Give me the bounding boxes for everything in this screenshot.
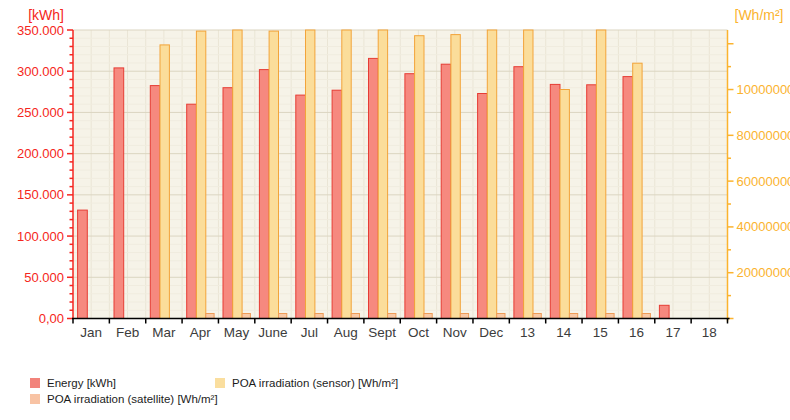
bar-sensor-13 (524, 30, 533, 319)
x-axis-label-June: June (258, 325, 287, 340)
bar-sensor-Aug (342, 30, 351, 319)
left-axis-tick-label: 50.000 (24, 270, 64, 285)
bar-energy-Sept (369, 58, 379, 318)
bar-energy-May (223, 88, 233, 319)
bar-energy-Feb (114, 68, 124, 319)
bar-sensor-June (269, 31, 278, 318)
left-axis-tick-label: 100.000 (17, 229, 64, 244)
right-axis-title: [Wh/m²] (735, 7, 784, 23)
legend-item-energy: Energy [kWh] (30, 377, 116, 389)
left-axis-tick-label: 250.000 (17, 105, 64, 120)
legend-label-poa-sensor: POA irradiation (sensor) [Wh/m²] (232, 377, 398, 389)
x-axis-label-18: 18 (702, 325, 717, 340)
bar-energy-Oct (405, 74, 415, 319)
right-axis-tick-label: 100000000 (737, 82, 790, 97)
left-axis-tick-label: 150.000 (17, 187, 64, 202)
left-axis-title: [kWh] (28, 7, 64, 23)
chart-svg: 350.000 300.000 250.000 200.000 150.000 100.0… (0, 0, 790, 420)
x-axis-label-15: 15 (593, 325, 608, 340)
bar-sensor-Dec (487, 30, 496, 319)
bar-sensor-Oct (415, 36, 424, 319)
x-axis-label-Apr: Apr (190, 325, 212, 340)
left-axis-tick-label: 200.000 (17, 146, 64, 161)
right-axis-tick-label: 20000000 (737, 265, 790, 280)
x-axis-label-Oct: Oct (408, 325, 429, 340)
legend-swatch-energy (30, 378, 40, 388)
x-axis-label-Feb: Feb (116, 325, 139, 340)
right-axis-tick-label: 80000000 (737, 128, 790, 143)
x-axis-label-May: May (224, 325, 250, 340)
x-axis-label-Sept: Sept (368, 325, 396, 340)
legend-swatch-poa-sensor (215, 378, 225, 388)
bar-energy-June (259, 70, 269, 319)
x-axis-label-14: 14 (556, 325, 572, 340)
bar-sensor-14 (560, 90, 569, 319)
bar-sensor-Mar (160, 45, 169, 319)
x-axis-label-Jan: Jan (80, 325, 102, 340)
bar-energy-Jul (296, 95, 306, 318)
bar-sensor-Apr (196, 31, 205, 318)
bar-sensor-16 (633, 63, 642, 318)
left-axis-tick-label: 0,00 (39, 311, 64, 326)
bar-sensor-Sept (378, 30, 387, 319)
bar-sensor-May (233, 30, 242, 319)
right-axis-tick-label: 40000000 (737, 219, 790, 234)
bar-energy-Dec (478, 94, 488, 319)
left-axis-tick-label: 300.000 (17, 64, 64, 79)
legend-label-poa-satellite: POA irradiation (satellite) [Wh/m²] (47, 393, 218, 405)
bar-energy-17 (659, 305, 669, 318)
right-axis-tick-label: 60000000 (737, 174, 790, 189)
x-axis-label-Jul: Jul (301, 325, 318, 340)
x-axis-label-17: 17 (665, 325, 680, 340)
bar-energy-Aug (332, 90, 342, 318)
legend-swatch-poa-satellite (30, 394, 40, 404)
bar-energy-Mar (150, 86, 160, 319)
bar-energy-Apr (187, 104, 197, 318)
bar-energy-14 (550, 84, 560, 318)
bar-energy-15 (587, 85, 597, 319)
x-axis-label-Mar: Mar (152, 325, 176, 340)
bar-sensor-Nov (451, 35, 460, 319)
x-axis-label-16: 16 (629, 325, 644, 340)
x-axis-label-Dec: Dec (479, 325, 503, 340)
bar-energy-16 (623, 77, 633, 319)
x-axis-label-Nov: Nov (443, 325, 467, 340)
legend-item-poa-sensor: POA irradiation (sensor) [Wh/m²] (215, 377, 398, 389)
bar-energy-13 (514, 67, 524, 319)
x-axis-label-13: 13 (520, 325, 535, 340)
x-axis-label-Aug: Aug (334, 325, 358, 340)
bar-sensor-Jul (306, 30, 315, 319)
legend-item-poa-satellite: POA irradiation (satellite) [Wh/m²] (30, 393, 218, 405)
left-axis-tick-label: 350.000 (17, 23, 64, 38)
bar-energy-Nov (441, 64, 451, 318)
bar-sensor-15 (596, 30, 605, 319)
chart-screen: 350.000 300.000 250.000 200.000 150.000 100.0… (0, 0, 790, 420)
bar-energy-Jan (78, 210, 88, 318)
legend-label-energy: Energy [kWh] (47, 377, 116, 389)
